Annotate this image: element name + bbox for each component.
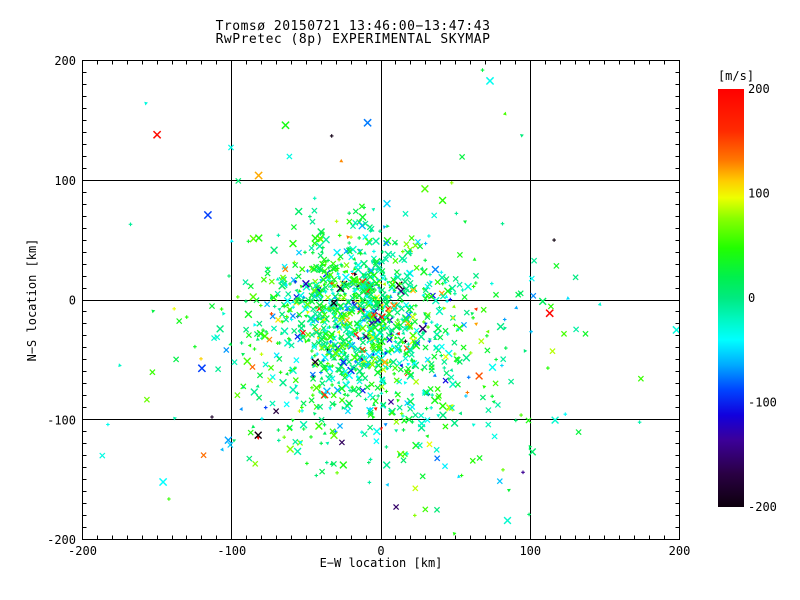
- colorbar-tick-labels: 200 100 0 -100 -200: [748, 82, 777, 514]
- y-tick-labels: -200 -100 0 100 200: [47, 54, 76, 547]
- axis-ticks: [82, 60, 680, 540]
- x-tick-label: -100: [217, 544, 246, 558]
- colorbar-gradient: [718, 89, 744, 507]
- x-tick-label: -200: [68, 544, 97, 558]
- colorbar-tick-label: 200: [748, 82, 770, 96]
- colorbar: [m/s] 200 100 0 -100 -200: [718, 69, 777, 514]
- y-axis-title: N−S location [km]: [25, 239, 39, 362]
- x-tick-label: 0: [377, 544, 384, 558]
- colorbar-tick-label: 0: [748, 291, 755, 305]
- scatter-points: [99, 68, 680, 536]
- x-tick-label: 100: [519, 544, 541, 558]
- colorbar-tick-label: -200: [748, 500, 777, 514]
- colorbar-tick-label: 100: [748, 187, 770, 201]
- chart-title: Tromsø 20150721 13:46:00−13:47:43: [215, 19, 491, 34]
- y-tick-label: 200: [54, 54, 76, 68]
- x-tick-labels: -200 -100 0 100 200: [68, 544, 690, 558]
- colorbar-unit-label: [m/s]: [718, 69, 754, 83]
- y-tick-label: 0: [69, 294, 76, 308]
- y-tick-label: -100: [47, 413, 76, 427]
- chart-subtitle: RwPretec (8p) EXPERIMENTAL SKYMAP: [215, 32, 491, 47]
- colorbar-tick-label: -100: [748, 396, 777, 410]
- x-tick-label: 200: [669, 544, 691, 558]
- y-tick-label: 100: [54, 174, 76, 188]
- y-tick-label: -200: [47, 533, 76, 547]
- x-axis-title: E−W location [km]: [320, 556, 443, 570]
